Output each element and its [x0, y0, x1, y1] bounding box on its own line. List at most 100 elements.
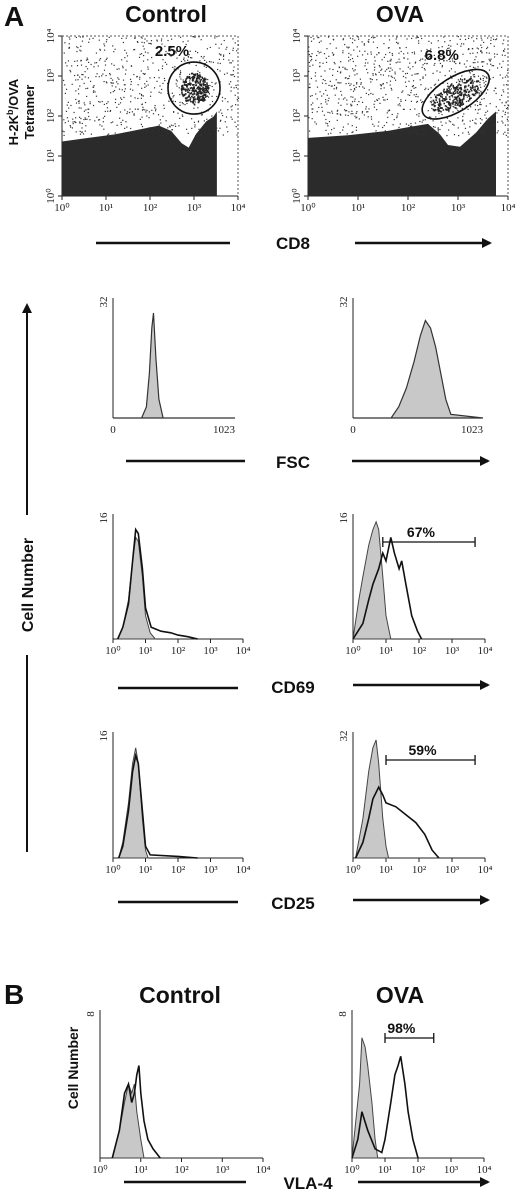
fsc-control-xtick-label-0: 0 — [110, 424, 116, 436]
vla4-ova-xtick-label-3: 10³ — [444, 1164, 459, 1176]
plot-fsc-ova: 32 0 1023 — [338, 297, 484, 437]
xaxis-label-vla4: VLA-4 — [283, 1174, 333, 1193]
vla4-ova-control-histogram — [351, 1037, 379, 1159]
dot-control-ytick-label-0: 10⁰ — [45, 188, 57, 204]
panel-label-b: B — [4, 979, 24, 1010]
fsc-ova-ytick-label-top: 32 — [338, 297, 350, 308]
dot-control-xtick-label-0: 10⁰ — [54, 202, 70, 214]
cd25-control-xtick-label-1: 10¹ — [138, 864, 152, 876]
vla4-ova-xtick-label-0: 10⁰ — [344, 1164, 360, 1176]
cd25-ova-xtick-label-0: 10⁰ — [345, 864, 361, 876]
dot-ova-xtick-label-2: 10² — [401, 202, 416, 214]
vla4-ova-xtick-label-2: 10² — [411, 1164, 426, 1176]
plot-fsc-control: 32 0 1023 — [98, 297, 236, 437]
tetramer-label-line1: H-2K — [6, 114, 21, 145]
vla4-control-xtick-label-3: 10³ — [215, 1164, 230, 1176]
fsc-ova-xtick-label-1: 1023 — [461, 424, 484, 436]
xaxis-label-cd69: CD69 — [271, 678, 314, 697]
dot-control-gate — [167, 61, 221, 115]
cd25-ova-xtick-label-4: 10⁴ — [478, 864, 493, 876]
fsc-control-histogram — [113, 312, 235, 419]
cd25-control-xtick-label-0: 10⁰ — [105, 864, 121, 876]
cd69-ova-stained-histogram — [352, 537, 423, 640]
dot-ova-ytick-label-0: 10⁰ — [291, 188, 303, 204]
cell-number-label-b: Cell Number — [65, 1026, 81, 1109]
dot-control-ytick-label-4: 10⁴ — [45, 28, 57, 43]
dot-ova-gated-cluster — [431, 77, 479, 113]
title-b-control: Control — [139, 982, 221, 1008]
cd69-ova-control-histogram — [352, 520, 392, 640]
dot-control-ytick-label-2: 10² — [45, 108, 57, 123]
vla4-ova-xtick-label-1: 10¹ — [378, 1164, 392, 1176]
plot-cd25-control: 10⁰ 10¹ 10² 10³ 10⁴ 16 — [98, 730, 251, 876]
fsc-control-ytick-label-top: 32 — [98, 297, 110, 308]
dot-ova-gate — [421, 68, 490, 120]
cell-number-label-bg — [18, 515, 36, 655]
svg-text:H-2Kb/OVA: H-2Kb/OVA — [5, 78, 21, 145]
xaxis-bar-cd8: CD8 — [96, 234, 492, 253]
cd69-ova-xtick-label-3: 10³ — [445, 645, 460, 657]
vla4-ova-ytick-label-top: 8 — [337, 1011, 349, 1017]
tetramer-label-rest: /OVA — [6, 78, 21, 109]
dot-control-xtick-label-4: 10⁴ — [231, 202, 246, 214]
cd25-ova-xtick-label-1: 10¹ — [379, 864, 393, 876]
cd69-control-xtick-label-1: 10¹ — [138, 645, 152, 657]
plot-cd69-ova: 10⁰ 10¹ 10² 10³ 10⁴ 16 67% — [338, 512, 493, 657]
dot-ova-xtick-label-0: 10⁰ — [300, 202, 316, 214]
title-b-ova: OVA — [376, 982, 424, 1008]
cd69-control-stained-histogram — [116, 527, 198, 640]
xaxis-bar-cd25: CD25 — [118, 894, 490, 913]
dot-ova-xtick-label-1: 10¹ — [351, 202, 365, 214]
fsc-control-xtick-label-1: 1023 — [213, 424, 236, 436]
dot-ova-xtick-label-3: 10³ — [451, 202, 466, 214]
cd69-ova-xtick-label-4: 10⁴ — [478, 645, 493, 657]
cd25-ova-marker-label: 59% — [409, 742, 438, 758]
cd25-control-stained-histogram — [117, 752, 198, 859]
xaxis-label-fsc: FSC — [276, 453, 310, 472]
dot-control-ytick-label-3: 10³ — [45, 68, 57, 83]
vla4-control-xtick-label-4: 10⁴ — [256, 1164, 271, 1176]
xaxis-bar-vla4: VLA-4 — [124, 1174, 490, 1193]
fsc-ova-histogram — [353, 319, 484, 419]
title-a-control: Control — [125, 1, 207, 27]
dot-ova-ytick-label-1: 10¹ — [291, 149, 303, 163]
cd69-control-xtick-label-2: 10² — [171, 645, 186, 657]
dot-control-dense-population — [62, 111, 217, 196]
dot-ova-xtick-label-4: 10⁴ — [501, 202, 516, 214]
dot-control-xtick-label-3: 10³ — [187, 202, 202, 214]
cd69-ova-xtick-label-0: 10⁰ — [345, 645, 361, 657]
cell-number-label: Cell Number — [20, 538, 37, 632]
cd69-control-xtick-label-3: 10³ — [203, 645, 218, 657]
dot-ova-dense-population — [308, 111, 496, 196]
cd69-control-xtick-label-4: 10⁴ — [236, 645, 251, 657]
vla4-ova-stained-histogram — [351, 1056, 419, 1159]
cd69-control-xtick-label-0: 10⁰ — [105, 645, 121, 657]
dot-ova-ytick-label-2: 10² — [291, 108, 303, 123]
plot-dot-ova: 10⁰ 10¹ 10² 10³ 10⁴ 10⁰ 10¹ 10² 10³ 10⁴ 6.8% — [291, 28, 516, 214]
vla4-control-xtick-label-0: 10⁰ — [92, 1164, 108, 1176]
cd69-ova-xtick-label-1: 10¹ — [379, 645, 393, 657]
vla4-control-ytick-label-top: 8 — [85, 1011, 97, 1017]
cd25-control-xtick-label-4: 10⁴ — [236, 864, 251, 876]
plot-dot-control: 10⁰ 10¹ 10² 10³ 10⁴ 10⁰ 10¹ 10² 10³ 10⁴ 2.5% — [45, 28, 246, 214]
cd25-control-xtick-label-3: 10³ — [203, 864, 218, 876]
dot-control-xtick-label-2: 10² — [143, 202, 158, 214]
dot-control-gate-label: 2.5% — [155, 43, 189, 60]
dot-ova-ytick-label-3: 10³ — [291, 68, 303, 83]
title-a-ova: OVA — [376, 1, 424, 27]
cd69-ova-marker-label: 67% — [407, 524, 436, 540]
panel-label-a: A — [4, 1, 24, 32]
cd25-control-ytick-label-top: 16 — [98, 730, 110, 742]
plot-cd69-control: 10⁰ 10¹ 10² 10³ 10⁴ 16 — [98, 512, 251, 657]
plot-vla4-control: 10⁰ 10¹ 10² 10³ 10⁴ 8 — [85, 1010, 271, 1176]
fsc-ova-xtick-label-0: 0 — [350, 424, 356, 436]
vla4-ova-xtick-label-4: 10⁴ — [477, 1164, 492, 1176]
dot-ova-ytick-label-4: 10⁴ — [291, 28, 303, 43]
plot-cd25-ova: 10⁰ 10¹ 10² 10³ 10⁴ 32 59% — [338, 731, 493, 877]
vla4-control-xtick-label-1: 10¹ — [134, 1164, 148, 1176]
cd25-ova-xtick-label-2: 10² — [412, 864, 427, 876]
dot-ova-gate-label: 6.8% — [425, 47, 459, 64]
cd69-ova-ytick-label-top: 16 — [338, 512, 350, 524]
cd25-ova-xtick-label-3: 10³ — [445, 864, 460, 876]
